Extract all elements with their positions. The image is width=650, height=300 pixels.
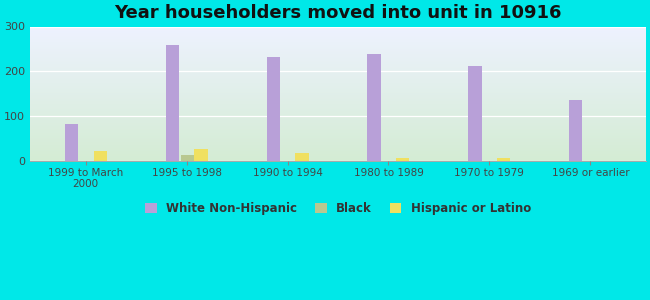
Bar (94, 151, 107, 161)
Bar (469, 66, 482, 161)
Bar (166, 45, 179, 161)
Legend: White Non-Hispanic, Black, Hispanic or Latino: White Non-Hispanic, Black, Hispanic or L… (140, 197, 536, 219)
Bar (295, 153, 309, 161)
Title: Year householders moved into unit in 10916: Year householders moved into unit in 109… (114, 4, 562, 22)
Bar (569, 100, 582, 161)
Bar (396, 158, 410, 161)
Bar (367, 54, 381, 161)
Bar (181, 155, 194, 161)
Bar (64, 124, 78, 161)
Bar (194, 149, 207, 161)
Bar (266, 57, 280, 161)
Bar (497, 158, 510, 161)
